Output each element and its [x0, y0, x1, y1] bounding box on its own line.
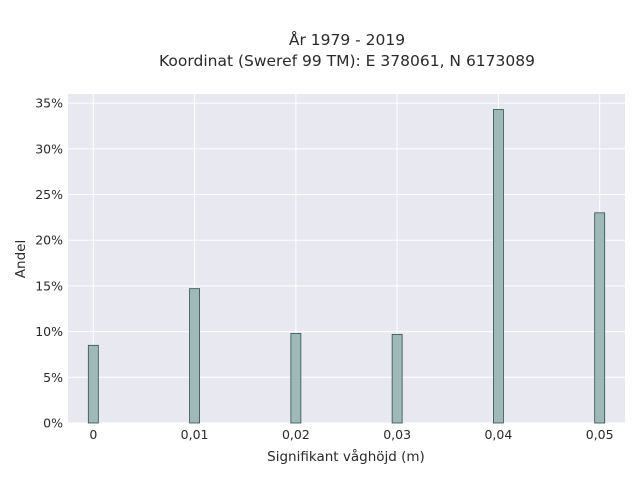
x-tick-label: 0,02 [282, 427, 310, 442]
y-tick-label: 30% [35, 141, 63, 156]
y-tick-label: 10% [35, 324, 63, 339]
y-tick-label: 0% [43, 416, 63, 431]
y-axis-ticks: 0% 5% 10% 15% 20% 25% 30% 35% [35, 96, 63, 431]
chart-title-line-2: Koordinat (Sweref 99 TM): E 378061, N 61… [159, 52, 535, 70]
x-tick-label: 0,01 [181, 427, 209, 442]
plot-area [68, 94, 625, 423]
x-tick-label: 0,03 [383, 427, 411, 442]
y-tick-label: 25% [35, 187, 63, 202]
bar [189, 288, 200, 424]
x-axis-label: Signifikant våghöjd (m) [267, 448, 425, 465]
bars [87, 109, 606, 424]
x-tick-label: 0 [89, 427, 97, 442]
y-tick-label: 35% [35, 96, 63, 111]
y-tick-label: 20% [35, 233, 63, 248]
bar [594, 212, 606, 424]
y-axis-label: Andel [13, 240, 29, 278]
x-axis-ticks: 0 0,01 0,02 0,03 0,04 0,05 [89, 427, 613, 442]
bar [87, 344, 99, 424]
y-tick-label: 5% [43, 370, 63, 385]
chart-title-line-1: År 1979 - 2019 [289, 30, 405, 49]
bar [493, 109, 504, 424]
x-tick-label: 0,04 [484, 427, 512, 442]
x-tick-label: 0,05 [586, 427, 614, 442]
y-tick-label: 15% [35, 278, 63, 293]
bar [391, 333, 403, 424]
bar [290, 333, 302, 424]
